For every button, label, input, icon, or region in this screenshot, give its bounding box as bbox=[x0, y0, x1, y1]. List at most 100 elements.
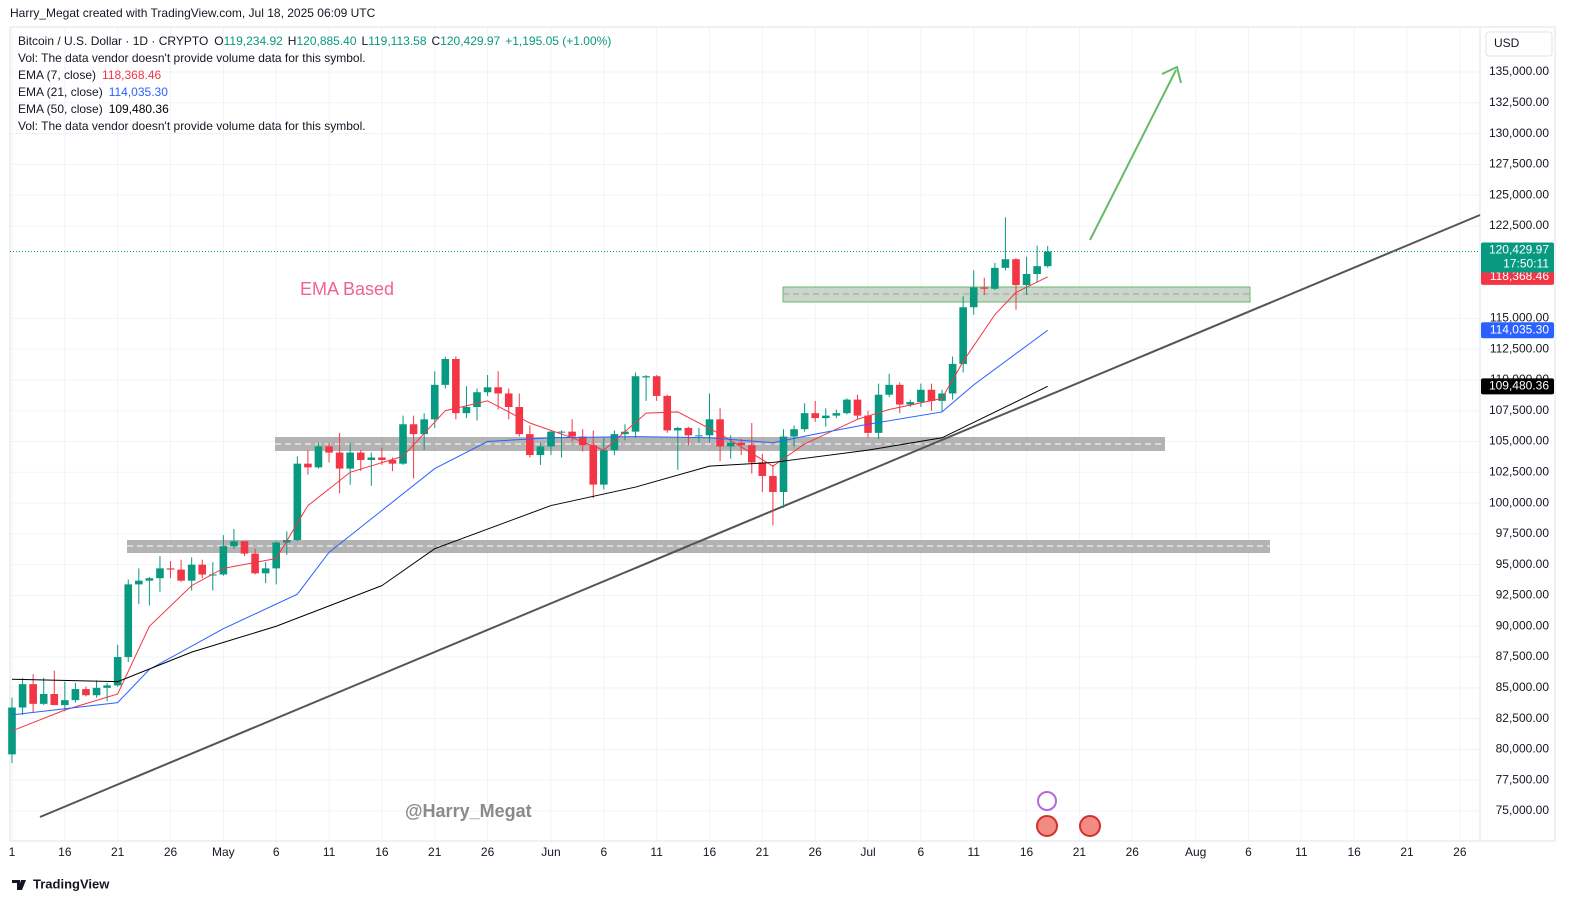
y-tick-label: 92,500.00 bbox=[1496, 588, 1550, 602]
trendline bbox=[39, 214, 1481, 818]
y-tick-label: 85,000.00 bbox=[1496, 680, 1550, 694]
ohlc-key: C bbox=[432, 34, 441, 48]
y-tick-label: 107,500.00 bbox=[1489, 403, 1549, 417]
vol-note: Vol: The data vendor doesn't provide vol… bbox=[18, 119, 366, 133]
candle-body bbox=[610, 434, 619, 451]
last-price-label: 120,429.97 bbox=[1489, 243, 1549, 257]
x-tick-label: 26 bbox=[1453, 845, 1467, 859]
candle-body bbox=[494, 387, 502, 394]
candle-body bbox=[769, 475, 777, 492]
candle-body bbox=[589, 445, 598, 485]
x-tick-label: 26 bbox=[1126, 845, 1140, 859]
candle-body bbox=[1022, 273, 1031, 286]
candle-body bbox=[737, 442, 746, 446]
candle-body bbox=[906, 402, 915, 405]
candle-body bbox=[800, 413, 809, 430]
candle-body bbox=[1033, 266, 1041, 274]
candle-body bbox=[821, 415, 830, 419]
y-tick-label: 90,000.00 bbox=[1496, 618, 1550, 632]
candle-body bbox=[526, 434, 534, 456]
candle-body bbox=[843, 399, 851, 414]
event-icon[interactable] bbox=[1079, 815, 1101, 837]
candle-body bbox=[103, 685, 111, 688]
candle-body bbox=[536, 446, 545, 456]
x-tick-label: 11 bbox=[323, 845, 336, 859]
arrow bbox=[1089, 69, 1177, 241]
ema-legend-entry: EMA (7, close) 118,368.46 bbox=[18, 68, 162, 82]
candle-body bbox=[452, 358, 460, 414]
vol-note: Vol: The data vendor doesn't provide vol… bbox=[18, 51, 366, 65]
candle-body bbox=[399, 424, 407, 464]
x-tick-label: 6 bbox=[1245, 845, 1252, 859]
annotation: EMA Based bbox=[300, 279, 394, 299]
candle-body bbox=[409, 424, 418, 435]
y-tick-label: 130,000.00 bbox=[1489, 126, 1549, 140]
y-tick-label: 102,500.00 bbox=[1489, 464, 1549, 478]
candle-body bbox=[726, 442, 735, 447]
candle-body bbox=[557, 431, 566, 433]
arrow-head bbox=[1161, 65, 1182, 84]
y-tick-label: 97,500.00 bbox=[1496, 526, 1550, 540]
x-tick-label: 26 bbox=[164, 845, 178, 859]
candle-body bbox=[388, 459, 397, 464]
candle-body bbox=[483, 387, 492, 393]
candle-body bbox=[473, 392, 481, 408]
candle-body bbox=[811, 413, 819, 419]
candle-body bbox=[240, 541, 249, 554]
candle-body bbox=[515, 407, 524, 435]
candle-body bbox=[684, 427, 693, 436]
ema-legend-entry: EMA (50, close) 109,480.36 bbox=[18, 102, 169, 116]
y-tick-label: 75,000.00 bbox=[1496, 803, 1550, 817]
ema-line bbox=[11, 385, 1048, 683]
candle-body bbox=[356, 452, 365, 460]
candle-body bbox=[314, 446, 323, 468]
footer: TradingView bbox=[33, 876, 110, 891]
ohlc-key: O bbox=[214, 34, 223, 48]
candle-body bbox=[187, 564, 196, 581]
event-icon[interactable] bbox=[1036, 815, 1058, 837]
candle-body bbox=[578, 436, 587, 446]
candle-body bbox=[61, 700, 69, 706]
candle-body bbox=[895, 384, 904, 405]
x-tick-label: 26 bbox=[809, 845, 823, 859]
candle-body bbox=[124, 584, 133, 658]
price-badge-label: 114,035.30 bbox=[1490, 322, 1549, 336]
candle-body bbox=[631, 376, 640, 432]
candle-body bbox=[304, 463, 312, 468]
x-tick-label: 21 bbox=[1400, 845, 1414, 859]
candle-body bbox=[642, 376, 650, 378]
y-tick-label: 105,000.00 bbox=[1489, 434, 1549, 448]
y-tick-label: 125,000.00 bbox=[1489, 187, 1549, 201]
countdown: 17:50:11 bbox=[1503, 257, 1549, 271]
grid bbox=[10, 27, 1480, 841]
watermark: @Harry_Megat bbox=[405, 801, 532, 821]
candle-body bbox=[145, 578, 154, 581]
ohlc-value: 119,234.92 bbox=[224, 34, 283, 48]
price-badge-label: 109,480.36 bbox=[1489, 378, 1549, 392]
plot bbox=[8, 217, 1480, 763]
candle-body bbox=[959, 307, 967, 364]
candle-body bbox=[82, 689, 90, 696]
change: +1,195.05 (+1.00%) bbox=[505, 34, 611, 48]
candle-body bbox=[462, 407, 471, 414]
ema-line bbox=[11, 329, 1048, 716]
candle-body bbox=[367, 457, 376, 460]
event-icon[interactable] bbox=[1037, 791, 1057, 811]
ohlc-key: L bbox=[362, 34, 369, 48]
x-tick-label: 16 bbox=[1020, 845, 1034, 859]
currency-box[interactable] bbox=[1485, 31, 1553, 57]
candle-body bbox=[1012, 259, 1020, 286]
y-tick-label: 77,500.00 bbox=[1496, 772, 1550, 786]
y-tick-label: 82,500.00 bbox=[1496, 711, 1550, 725]
candle-body bbox=[885, 384, 893, 395]
candle-body bbox=[251, 553, 259, 574]
y-tick-label: 135,000.00 bbox=[1489, 64, 1549, 78]
candle-body bbox=[600, 450, 608, 485]
candle-body bbox=[832, 413, 841, 416]
x-tick-label: 21 bbox=[428, 845, 442, 859]
candle-body bbox=[948, 363, 957, 394]
ema-name: EMA (7, close) bbox=[18, 68, 96, 82]
y-tick-label: 80,000.00 bbox=[1496, 742, 1550, 756]
currency: USD bbox=[1494, 36, 1520, 50]
candle-body bbox=[980, 287, 989, 289]
